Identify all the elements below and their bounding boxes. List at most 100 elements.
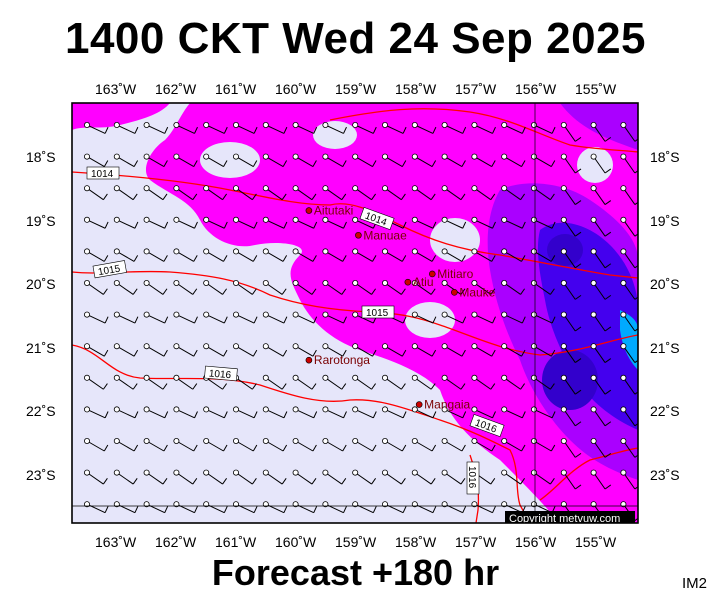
wind-barb <box>590 343 612 363</box>
wind-barb <box>203 279 228 295</box>
lat-label: 20˚S <box>650 276 680 292</box>
wind-barb <box>381 501 407 514</box>
wind-barb <box>143 501 169 514</box>
wind-barb <box>471 501 496 514</box>
lon-label: 162˚W <box>155 534 197 550</box>
place-label: Mitiaro <box>437 267 473 281</box>
rain-area-heavy-core <box>542 350 598 410</box>
wind-barb <box>620 279 638 300</box>
wind-barb <box>143 437 168 452</box>
wind-barb <box>292 279 317 295</box>
rain-area-heavy <box>537 222 638 430</box>
wind-barb <box>262 153 288 168</box>
place-dot <box>355 231 362 239</box>
wind-barb <box>441 311 467 324</box>
lon-label: 163˚W <box>95 534 137 550</box>
wind-barb <box>143 374 168 390</box>
wind-barb <box>560 437 582 458</box>
wind-barb <box>560 216 582 237</box>
wind-barb <box>501 311 526 324</box>
wind-barb <box>352 469 377 485</box>
wind-barb <box>262 216 288 229</box>
wind-barb <box>441 374 466 390</box>
rain-overlay: 1014 1014 1015 1015 1016 1016 1016 Aitut… <box>72 103 638 523</box>
wind-barb <box>381 185 406 201</box>
wind-barb <box>232 185 257 201</box>
wind-barb <box>84 469 108 485</box>
wind-barb <box>411 469 436 485</box>
wind-barb <box>352 437 377 452</box>
place-dot <box>415 401 423 408</box>
wind-barb <box>501 153 526 168</box>
wind-barb <box>173 469 198 485</box>
wind-barb-field <box>84 122 638 521</box>
wind-barb <box>590 406 612 427</box>
isobar-1016-a <box>72 344 531 523</box>
wind-barb <box>381 437 407 452</box>
lon-label: 157˚W <box>455 534 497 550</box>
wind-barb <box>84 185 108 201</box>
wind-barb <box>411 279 436 295</box>
wind-barb <box>84 437 109 452</box>
wind-barb <box>590 248 612 269</box>
wind-barb <box>203 437 228 452</box>
lon-label: 160˚W <box>275 534 317 550</box>
lon-label: 156˚W <box>515 81 557 97</box>
wind-barb <box>501 469 526 485</box>
wind-barb <box>84 153 109 168</box>
wind-barb <box>501 406 526 419</box>
lat-label: 18˚S <box>26 149 56 165</box>
wind-barb <box>173 406 198 419</box>
wind-barb <box>590 185 612 205</box>
wind-barb <box>352 216 377 229</box>
lat-label: 23˚S <box>26 467 56 483</box>
wind-barb <box>411 501 437 514</box>
wind-barb <box>441 437 466 452</box>
place-label: Rarotonga <box>314 353 370 367</box>
wind-barb <box>471 406 496 419</box>
wind-barb <box>322 437 347 452</box>
wind-barb <box>113 248 139 262</box>
wind-barb <box>292 469 317 485</box>
map-frame <box>71 102 639 524</box>
wind-barb <box>232 279 257 295</box>
wind-barb <box>143 122 169 134</box>
wind-barb <box>292 406 318 419</box>
wind-barb <box>143 153 168 168</box>
lat-label: 19˚S <box>650 213 680 229</box>
wind-barb <box>173 122 198 134</box>
wind-barb <box>471 185 496 201</box>
wind-barb <box>203 216 228 229</box>
wind-barb <box>113 437 139 452</box>
wind-barb <box>322 374 347 390</box>
longitude-labels-bottom: 163˚W 162˚W 161˚W 160˚W 159˚W 158˚W 157˚… <box>95 534 617 550</box>
isobar-label: 1016 <box>208 368 232 381</box>
wind-barb <box>232 311 258 324</box>
wind-barb <box>501 374 526 390</box>
wind-barb <box>471 153 496 168</box>
wind-barb <box>322 469 347 485</box>
place-dot <box>404 278 412 286</box>
clear-patch <box>405 302 455 338</box>
wind-barb <box>501 248 526 262</box>
wind-barb <box>381 248 407 262</box>
wind-barb <box>411 437 437 452</box>
wind-barb <box>501 122 526 134</box>
wind-barb <box>352 374 377 390</box>
wind-barb <box>560 279 582 300</box>
wind-barb <box>501 279 526 295</box>
wind-barb <box>113 406 139 419</box>
wind-barb <box>292 501 318 514</box>
wind-barb <box>322 343 347 357</box>
wind-barb <box>471 343 496 357</box>
wind-barb <box>352 343 377 357</box>
wind-barb <box>322 185 347 201</box>
wind-barb <box>620 374 638 395</box>
wind-barb <box>471 216 496 229</box>
wind-barb <box>84 122 109 134</box>
wind-barb <box>381 279 406 295</box>
wind-barb <box>322 311 347 324</box>
wind-barb <box>441 501 467 514</box>
wind-barb <box>501 216 526 229</box>
